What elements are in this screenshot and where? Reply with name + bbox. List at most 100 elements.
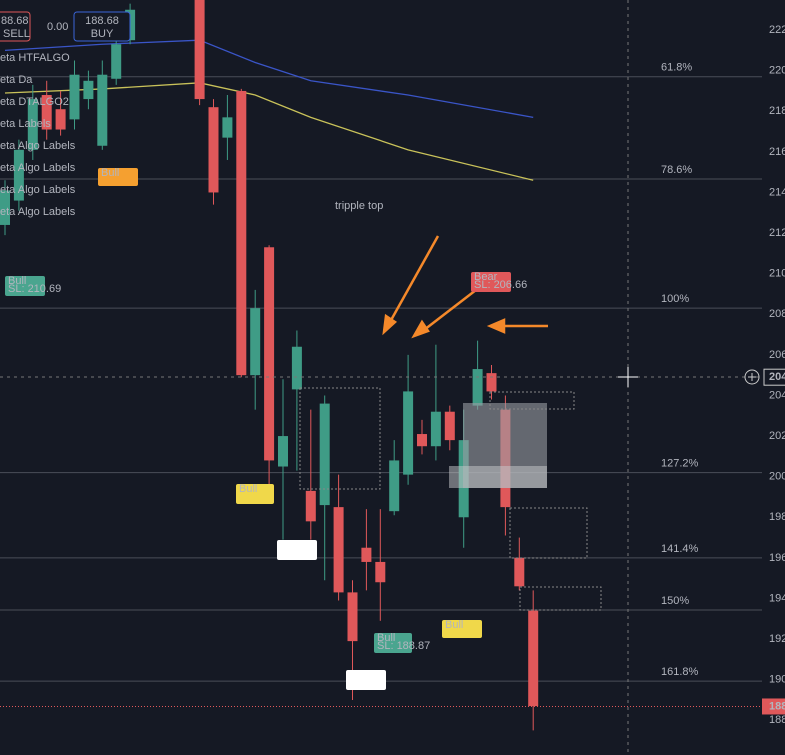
- indicator-name: eta Labels: [0, 118, 51, 130]
- buy-price: 188.68: [85, 15, 119, 27]
- y-tick-label: 214: [769, 186, 785, 198]
- candle-body: [528, 610, 539, 707]
- signal-text: SL: 188.87: [377, 640, 430, 652]
- y-tick-label: 208: [769, 308, 785, 320]
- candle-body: [69, 74, 80, 120]
- y-tick-label: 222: [769, 24, 785, 36]
- signal-box: [442, 620, 482, 638]
- last-price-label: 204: [769, 371, 785, 383]
- signal-title: Bull: [445, 619, 463, 631]
- candle-body: [222, 117, 233, 138]
- candle-body: [486, 373, 497, 392]
- candle-body: [361, 547, 372, 562]
- fib-label: 127.2%: [661, 458, 699, 470]
- y-tick-label: 188: [769, 714, 785, 726]
- indicator-name: eta HTFALGO: [0, 52, 70, 64]
- signal-text: SL: 206.66: [474, 279, 527, 291]
- signal-box: [236, 484, 274, 504]
- zone: [509, 507, 588, 559]
- candle-body: [194, 0, 205, 100]
- signal-title: Bear: [474, 271, 498, 283]
- candle-body: [319, 403, 330, 506]
- signal-title: Bull: [101, 167, 119, 179]
- arrows: [382, 235, 548, 339]
- plot: 61.8% 78.6% 100% 127.2% 141.4% 150% 161.8%: [0, 0, 762, 731]
- zone: [519, 586, 602, 611]
- candle-body: [55, 109, 66, 130]
- indicator-name: eta Algo Labels: [0, 140, 76, 152]
- add-icon: [748, 373, 756, 381]
- y-tick-label: 220: [769, 65, 785, 77]
- moving-average: [4, 39, 534, 118]
- add-button[interactable]: [744, 369, 760, 385]
- indicator-name: eta Algo Labels: [0, 206, 76, 218]
- candle-body: [264, 247, 275, 461]
- candle-body: [514, 557, 525, 587]
- fib-label: 150%: [661, 595, 689, 607]
- y-tick-label: 212: [769, 227, 785, 239]
- buy-button[interactable]: [73, 11, 131, 42]
- candle-body: [83, 80, 94, 100]
- indicator-name: eta DTALGO2: [0, 96, 69, 108]
- y-tick-label: 200: [769, 471, 785, 483]
- cursor: [618, 367, 638, 387]
- candle-body: [389, 460, 400, 512]
- signal-title: Bull: [8, 275, 26, 287]
- y-tick-label: 196: [769, 552, 785, 564]
- candle-body: [444, 411, 455, 441]
- zone: [489, 391, 575, 410]
- y-tick-label: 206: [769, 349, 785, 361]
- spread: 0.00: [47, 21, 68, 33]
- sell-label: SELL: [3, 28, 30, 40]
- candle-body: [333, 507, 344, 593]
- fib-label: 78.6%: [661, 164, 692, 176]
- indicator-name: eta Algo Labels: [0, 184, 76, 196]
- candle-body: [250, 308, 261, 376]
- candle-body: [472, 369, 483, 406]
- y-tick-label: 190: [769, 674, 785, 686]
- candle-body: [417, 434, 427, 447]
- y-tick-label: 204: [769, 389, 785, 401]
- last-price-tag: [763, 368, 785, 386]
- signal-title: Bull: [239, 483, 257, 495]
- y-tick-label: 218: [769, 105, 785, 117]
- annotation: tripple top: [335, 200, 383, 212]
- y-tick-label: 194: [769, 592, 785, 604]
- sell-button[interactable]: [0, 11, 31, 42]
- candle-body: [430, 411, 441, 447]
- fib-label: 141.4%: [661, 543, 699, 555]
- buy-label: BUY: [91, 28, 114, 40]
- y-tick-label: 216: [769, 146, 785, 158]
- overlay: 188 190 192 194 196 198 200 202 204 206 208 210 212 2…: [0, 11, 785, 726]
- indicator-name: eta Da: [0, 74, 33, 86]
- signal-box: [471, 272, 511, 292]
- y-tick-label: 192: [769, 633, 785, 645]
- candle-body: [41, 95, 52, 130]
- signal-box: [374, 633, 412, 653]
- signal-box: [98, 168, 138, 186]
- marker: [277, 540, 317, 560]
- candle-body: [305, 490, 316, 522]
- signal-text: SL: 210.69: [8, 283, 61, 295]
- zone: [299, 387, 381, 490]
- y-tick-label: 202: [769, 430, 785, 442]
- candle-body: [27, 99, 38, 150]
- candle-body: [403, 391, 414, 475]
- marker: [346, 670, 386, 690]
- fib-label: 161.8%: [661, 666, 699, 678]
- signal-box: [5, 276, 45, 296]
- candle-body: [111, 44, 122, 79]
- close-price-label: 188: [769, 700, 785, 712]
- fib-label: 100%: [661, 293, 689, 305]
- y-tick-label: 210: [769, 268, 785, 280]
- candle-body: [291, 346, 302, 390]
- zone: [449, 466, 547, 488]
- y-tick-label: 198: [769, 511, 785, 523]
- candle-body: [278, 436, 288, 467]
- candle-body: [13, 149, 24, 201]
- indicator-name: eta Algo Labels: [0, 162, 76, 174]
- candle-body: [347, 592, 358, 642]
- candle-body: [375, 561, 386, 583]
- candle-body: [208, 107, 219, 193]
